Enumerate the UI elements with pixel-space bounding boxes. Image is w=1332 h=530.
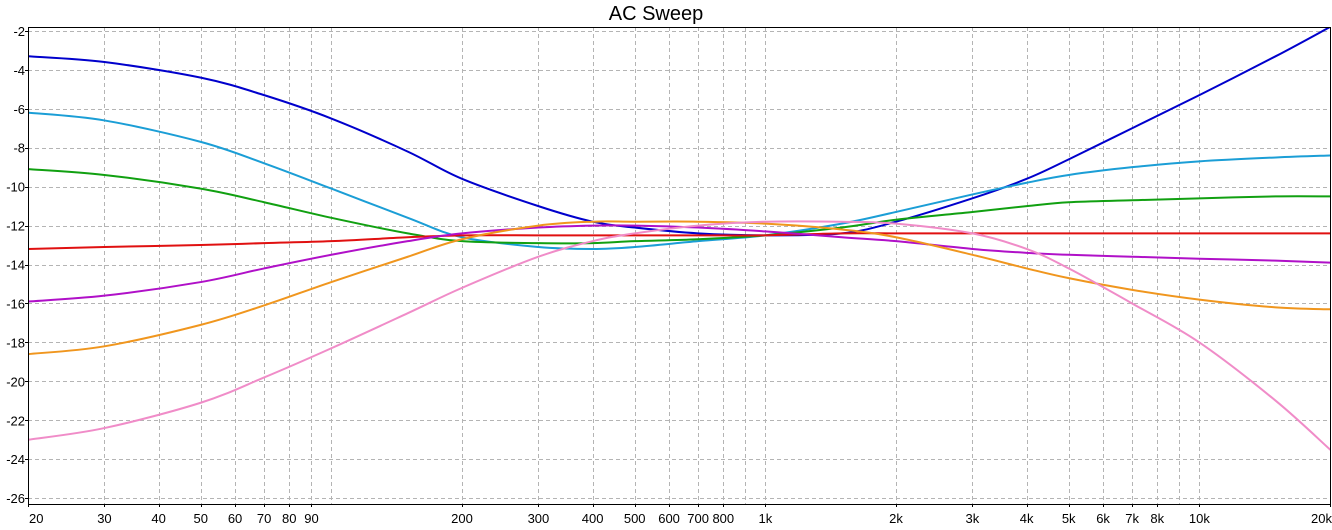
x-tick-label: 3k [966, 511, 980, 526]
x-tick-label: 20k [1311, 511, 1332, 526]
x-tick-label: 2k [889, 511, 903, 526]
x-tick-label: 50 [193, 511, 207, 526]
x-tick-label: 700 [687, 511, 709, 526]
x-tick-label: 6k [1096, 511, 1110, 526]
x-tick-label: 90 [304, 511, 318, 526]
y-tick-label: -4 [13, 63, 25, 78]
y-tick-label: -2 [13, 24, 25, 39]
x-tick-label: 4k [1020, 511, 1034, 526]
x-tick-label: 5k [1062, 511, 1076, 526]
series-line-5 [28, 224, 1330, 303]
chart-title: AC Sweep [609, 3, 704, 25]
x-tick-label: 800 [712, 511, 734, 526]
x-tick-label: 40 [151, 511, 165, 526]
y-tick-label: -24 [6, 452, 25, 467]
x-tick-label: 400 [582, 511, 604, 526]
y-tick-label: -8 [13, 141, 25, 156]
x-tick-label: 10k [1189, 511, 1210, 526]
x-tick-label: 20 [29, 511, 43, 526]
y-tick-label: -10 [6, 180, 25, 195]
y-tick-label: -6 [13, 102, 25, 117]
x-tick-label: 80 [282, 511, 296, 526]
x-tick-label: 300 [528, 511, 550, 526]
x-tick-label: 60 [228, 511, 242, 526]
y-tick-label: -22 [6, 413, 25, 428]
y-tick-label: -14 [6, 258, 25, 273]
plot-frame [28, 27, 1331, 505]
y-tick-label: -18 [6, 335, 25, 350]
x-tick-label: 70 [257, 511, 271, 526]
axis-layer: -2 -4 -6 -8 -10 -12 -14 -16 -18 -20 -22 -24 -26 20 30 4… [6, 24, 1332, 526]
x-tick-label: 600 [658, 511, 680, 526]
series-line-7 [28, 220, 1330, 451]
series-line-2 [28, 111, 1330, 250]
y-tick-label: -16 [6, 296, 25, 311]
series-line-3 [28, 168, 1330, 245]
y-tick-label: -20 [6, 374, 25, 389]
y-tick-label: -26 [6, 491, 25, 506]
series-line-1 [28, 27, 1330, 237]
x-tick-label: 30 [97, 511, 111, 526]
series-line-4 [28, 232, 1330, 250]
x-tick-label: 500 [624, 511, 646, 526]
series-line-6 [28, 220, 1330, 356]
x-tick-label: 8k [1150, 511, 1164, 526]
y-tick-label: -12 [6, 219, 25, 234]
grid-layer [28, 27, 1331, 504]
x-tick-label: 7k [1125, 511, 1139, 526]
x-tick-label: 1k [758, 511, 772, 526]
series-layer [28, 27, 1330, 451]
x-tick-label: 200 [451, 511, 473, 526]
